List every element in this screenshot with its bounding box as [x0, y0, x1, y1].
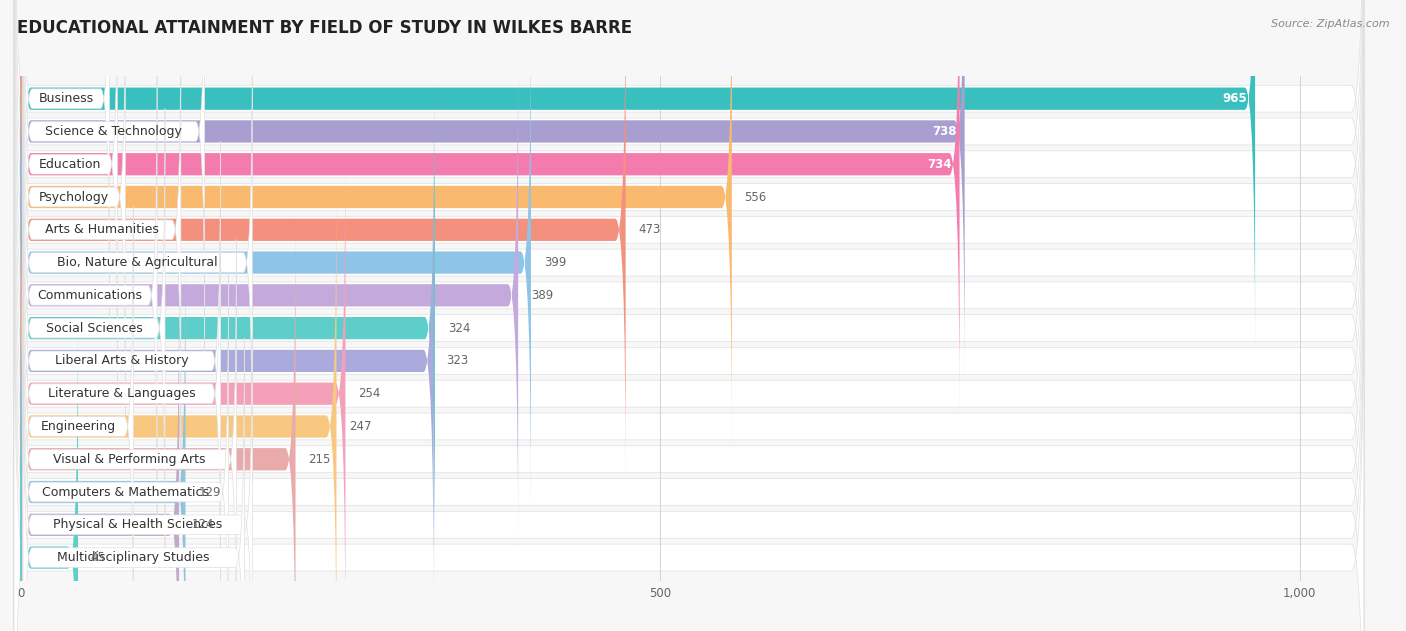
- FancyBboxPatch shape: [14, 112, 1364, 631]
- FancyBboxPatch shape: [21, 0, 731, 448]
- FancyBboxPatch shape: [22, 43, 252, 482]
- Text: Literature & Languages: Literature & Languages: [48, 387, 195, 400]
- Text: Engineering: Engineering: [41, 420, 115, 433]
- FancyBboxPatch shape: [21, 274, 179, 631]
- FancyBboxPatch shape: [14, 0, 1364, 445]
- FancyBboxPatch shape: [21, 11, 531, 514]
- FancyBboxPatch shape: [22, 207, 134, 631]
- Text: Social Sciences: Social Sciences: [45, 322, 142, 334]
- FancyBboxPatch shape: [22, 109, 165, 548]
- FancyBboxPatch shape: [22, 0, 205, 351]
- Text: Source: ZipAtlas.com: Source: ZipAtlas.com: [1271, 19, 1389, 29]
- FancyBboxPatch shape: [14, 178, 1364, 631]
- FancyBboxPatch shape: [21, 208, 295, 631]
- Text: 129: 129: [198, 485, 221, 498]
- FancyBboxPatch shape: [22, 240, 236, 631]
- Text: Arts & Humanities: Arts & Humanities: [45, 223, 159, 236]
- Text: 734: 734: [928, 158, 952, 171]
- Text: Multidisciplinary Studies: Multidisciplinary Studies: [58, 551, 209, 564]
- FancyBboxPatch shape: [14, 0, 1364, 577]
- Text: 124: 124: [191, 518, 214, 531]
- Text: Liberal Arts & History: Liberal Arts & History: [55, 355, 188, 367]
- FancyBboxPatch shape: [22, 0, 110, 318]
- Text: 45: 45: [91, 551, 105, 564]
- FancyBboxPatch shape: [22, 10, 181, 449]
- FancyBboxPatch shape: [21, 0, 959, 415]
- FancyBboxPatch shape: [14, 0, 1364, 544]
- FancyBboxPatch shape: [14, 0, 1364, 478]
- FancyBboxPatch shape: [21, 143, 346, 631]
- FancyBboxPatch shape: [22, 174, 221, 613]
- FancyBboxPatch shape: [22, 338, 245, 631]
- Text: 399: 399: [544, 256, 567, 269]
- FancyBboxPatch shape: [22, 0, 118, 384]
- Text: 389: 389: [531, 289, 553, 302]
- FancyBboxPatch shape: [22, 305, 252, 631]
- Text: Science & Technology: Science & Technology: [45, 125, 183, 138]
- Text: Psychology: Psychology: [39, 191, 110, 204]
- FancyBboxPatch shape: [14, 80, 1364, 631]
- FancyBboxPatch shape: [14, 47, 1364, 631]
- FancyBboxPatch shape: [21, 241, 186, 631]
- Text: EDUCATIONAL ATTAINMENT BY FIELD OF STUDY IN WILKES BARRE: EDUCATIONAL ATTAINMENT BY FIELD OF STUDY…: [17, 19, 633, 37]
- Text: 247: 247: [349, 420, 371, 433]
- Text: Education: Education: [39, 158, 101, 171]
- Text: 215: 215: [308, 452, 330, 466]
- FancyBboxPatch shape: [21, 307, 77, 631]
- FancyBboxPatch shape: [14, 0, 1364, 413]
- Text: 738: 738: [932, 125, 957, 138]
- FancyBboxPatch shape: [21, 0, 626, 481]
- Text: Communications: Communications: [38, 289, 142, 302]
- Text: 965: 965: [1223, 92, 1247, 105]
- Text: 556: 556: [745, 191, 766, 204]
- FancyBboxPatch shape: [14, 14, 1364, 631]
- FancyBboxPatch shape: [21, 0, 965, 382]
- FancyBboxPatch shape: [14, 145, 1364, 631]
- Text: Physical & Health Sciences: Physical & Health Sciences: [53, 518, 222, 531]
- FancyBboxPatch shape: [21, 77, 434, 579]
- Text: Business: Business: [39, 92, 94, 105]
- FancyBboxPatch shape: [22, 273, 229, 631]
- FancyBboxPatch shape: [22, 76, 157, 515]
- Text: 473: 473: [638, 223, 661, 236]
- Text: 324: 324: [447, 322, 470, 334]
- FancyBboxPatch shape: [14, 243, 1364, 631]
- Text: Computers & Mathematics: Computers & Mathematics: [42, 485, 209, 498]
- FancyBboxPatch shape: [22, 0, 125, 416]
- FancyBboxPatch shape: [21, 0, 1256, 350]
- FancyBboxPatch shape: [14, 0, 1364, 610]
- FancyBboxPatch shape: [21, 175, 336, 631]
- FancyBboxPatch shape: [14, 0, 1364, 511]
- Text: Bio, Nature & Agricultural: Bio, Nature & Agricultural: [58, 256, 218, 269]
- FancyBboxPatch shape: [22, 141, 221, 581]
- FancyBboxPatch shape: [21, 110, 433, 612]
- FancyBboxPatch shape: [21, 44, 519, 546]
- Text: 323: 323: [447, 355, 468, 367]
- Text: Visual & Performing Arts: Visual & Performing Arts: [53, 452, 205, 466]
- FancyBboxPatch shape: [14, 211, 1364, 631]
- Text: 254: 254: [359, 387, 381, 400]
